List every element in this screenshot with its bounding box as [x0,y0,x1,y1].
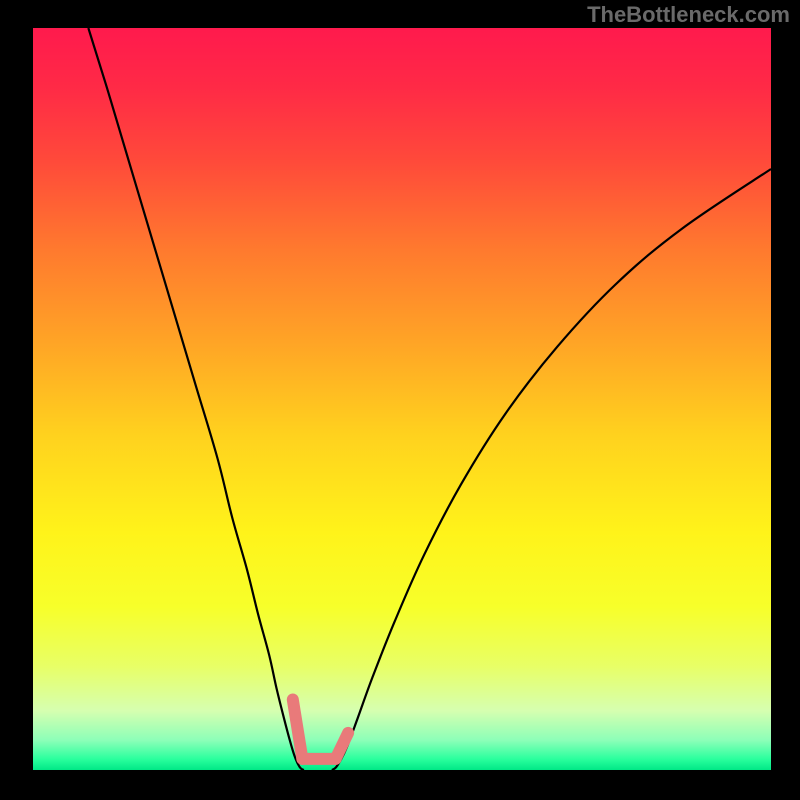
highlight-marker-segment [336,733,349,759]
highlight-marker-segment [293,700,303,759]
chart-container: TheBottleneck.com [0,0,800,800]
highlight-marker-group [293,700,348,759]
curve-layer [33,28,771,770]
bottleneck-curve-left [88,28,304,770]
watermark-text: TheBottleneck.com [587,2,790,28]
plot-area [33,28,771,770]
bottleneck-curve-right [332,169,771,770]
